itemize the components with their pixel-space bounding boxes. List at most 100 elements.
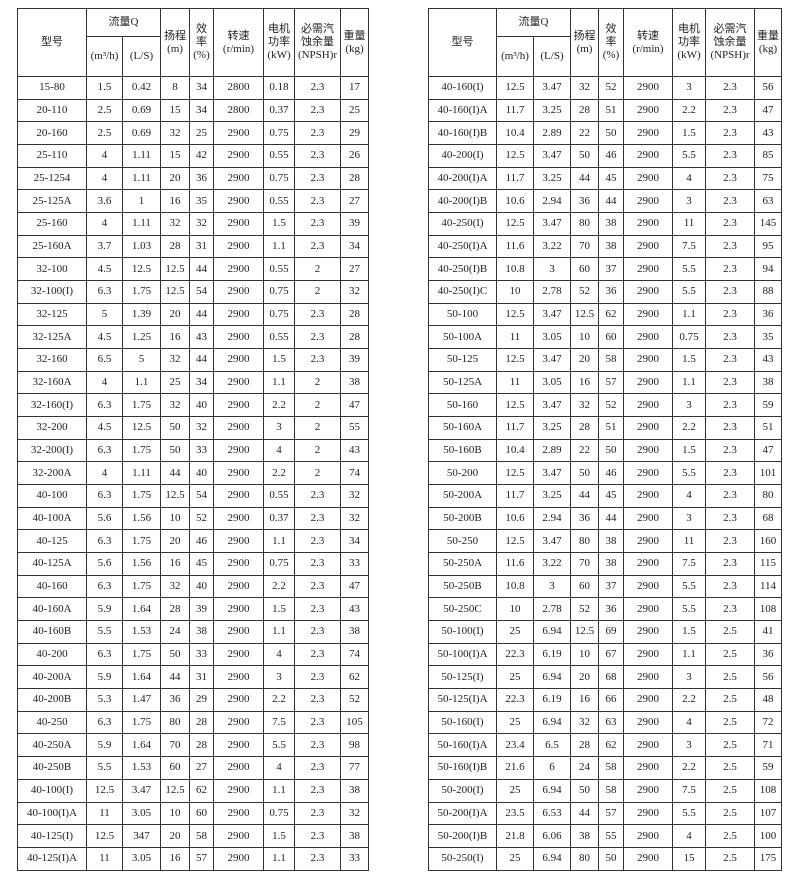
table-cell: 16	[160, 189, 191, 214]
table-cell: 10	[570, 325, 600, 350]
table-cell: 2900	[213, 144, 265, 168]
table-cell: 32	[189, 416, 215, 440]
table-cell: 6	[532, 756, 572, 780]
table-row: 50-100(I) 25 6.94 12.5 69 2900 1.5 2.5 41	[428, 620, 783, 644]
table-cell: 2.3	[705, 370, 756, 395]
table-cell: 2.5	[705, 733, 756, 758]
table-cell: 28	[189, 733, 215, 758]
table-row: 20-110 2.5 0.69 15 34 2800 0.37 2.3 25	[17, 98, 370, 123]
table-cell: 3.47	[532, 76, 572, 100]
table-cell: 12.5	[570, 302, 600, 327]
table-cell: 28	[189, 710, 215, 735]
table-cell: 1.1	[121, 370, 162, 395]
table-row: 32-200(I) 6.3 1.75 50 33 2900 4 2 43	[17, 438, 370, 463]
table-cell: 40-160A	[17, 597, 87, 622]
table-cell: 2.3	[705, 574, 756, 599]
table-cell: 58	[189, 824, 215, 848]
table-cell: 25	[496, 665, 534, 690]
table-row: 50-200B 10.6 2.94 36 44 2900 3 2.3 68	[428, 506, 783, 531]
table-cell: 10	[160, 801, 191, 826]
table-cell: 2900	[213, 642, 265, 667]
table-cell: 50-125A	[428, 370, 497, 395]
table-cell: 3	[672, 393, 707, 418]
table-cell: 1.64	[121, 597, 162, 622]
table-cell: 52	[570, 280, 600, 304]
table-cell: 50-200(I)A	[428, 801, 497, 826]
table-cell: 2.3	[705, 416, 756, 440]
table-cell: 6.19	[532, 688, 572, 712]
table-cell: 347	[121, 824, 162, 848]
table-cell: 4.5	[86, 416, 123, 440]
table-cell: 5.3	[86, 688, 123, 712]
table-cell: 2.3	[294, 665, 342, 690]
table-cell: 2.5	[86, 121, 123, 146]
table-cell: 40-200(I)A	[428, 166, 497, 191]
table-cell: 50-160B	[428, 438, 497, 463]
table-cell: 2.5	[705, 846, 756, 871]
table-cell: 66	[598, 688, 625, 712]
table-cell: 5.5	[672, 280, 707, 304]
table-cell: 3	[532, 574, 572, 599]
table-cell: 2	[294, 438, 342, 463]
table-cell: 25	[496, 710, 534, 735]
table-cell: 2900	[213, 778, 265, 803]
table-cell: 3	[672, 665, 707, 690]
table-cell: 1.53	[121, 620, 162, 644]
table-cell: 57	[598, 801, 625, 826]
table-cell: 0.55	[263, 484, 296, 508]
table-cell: 40-250(I)A	[428, 234, 497, 259]
header-cell: 电机 功率 (kW)	[263, 8, 296, 77]
table-cell: 1.75	[121, 574, 162, 599]
table-cell: 2.3	[294, 98, 342, 123]
table-row: 25-160 4 1.11 32 32 2900 1.5 2.3 39	[17, 212, 370, 236]
table-cell: 68	[598, 665, 625, 690]
table-cell: 4	[86, 212, 123, 236]
table-cell: 33	[189, 438, 215, 463]
header-cell: 型号	[428, 8, 497, 77]
table-cell: 27	[340, 189, 370, 214]
table-cell: 4	[263, 642, 296, 667]
table-cell: 12.5	[86, 778, 123, 803]
table-cell: 3	[672, 506, 707, 531]
table-cell: 1.64	[121, 733, 162, 758]
table-cell: 51	[754, 416, 783, 440]
table-cell: 36	[754, 302, 783, 327]
table-cell: 45	[598, 166, 625, 191]
table-cell: 32	[340, 801, 370, 826]
table-cell: 2.3	[294, 801, 342, 826]
header-line: 重量	[343, 29, 366, 42]
table-cell: 16	[570, 688, 600, 712]
table-cell: 2900	[213, 846, 265, 871]
table-cell: 20	[160, 824, 191, 848]
table-cell: 40-200	[17, 642, 87, 667]
table-cell: 2900	[623, 280, 674, 304]
table-row: 32-100(I) 6.3 1.75 12.5 54 2900 0.75 2 32	[17, 280, 370, 304]
table-cell: 5.5	[86, 620, 123, 644]
table-row: 50-100 12.5 3.47 12.5 62 2900 1.1 2.3 36	[428, 302, 783, 327]
table-cell: 40-125(I)	[17, 824, 87, 848]
table-cell: 1.5	[263, 824, 296, 848]
table-cell: 34	[189, 370, 215, 395]
table-cell: 22	[570, 121, 600, 146]
header-cell: (L/S)	[121, 36, 162, 77]
table-cell: 145	[754, 212, 783, 236]
table-cell: 3.05	[121, 801, 162, 826]
table-cell: 50	[598, 438, 625, 463]
table-cell: 2.3	[294, 144, 342, 168]
table-cell: 2900	[213, 348, 265, 372]
table-cell: 46	[598, 461, 625, 486]
table-cell: 28	[340, 325, 370, 350]
table-cell: 2.3	[294, 76, 342, 100]
table-row: 40-200 6.3 1.75 50 33 2900 4 2.3 74	[17, 642, 370, 667]
table-cell: 36	[160, 688, 191, 712]
table-cell: 22.3	[496, 688, 534, 712]
table-cell: 23.5	[496, 801, 534, 826]
table-cell: 25	[496, 620, 534, 644]
table-cell: 59	[754, 756, 783, 780]
table-cell: 85	[754, 144, 783, 168]
table-cell: 2900	[213, 438, 265, 463]
table-cell: 15-80	[17, 76, 87, 100]
table-cell: 80	[570, 529, 600, 554]
table-cell: 1.75	[121, 438, 162, 463]
